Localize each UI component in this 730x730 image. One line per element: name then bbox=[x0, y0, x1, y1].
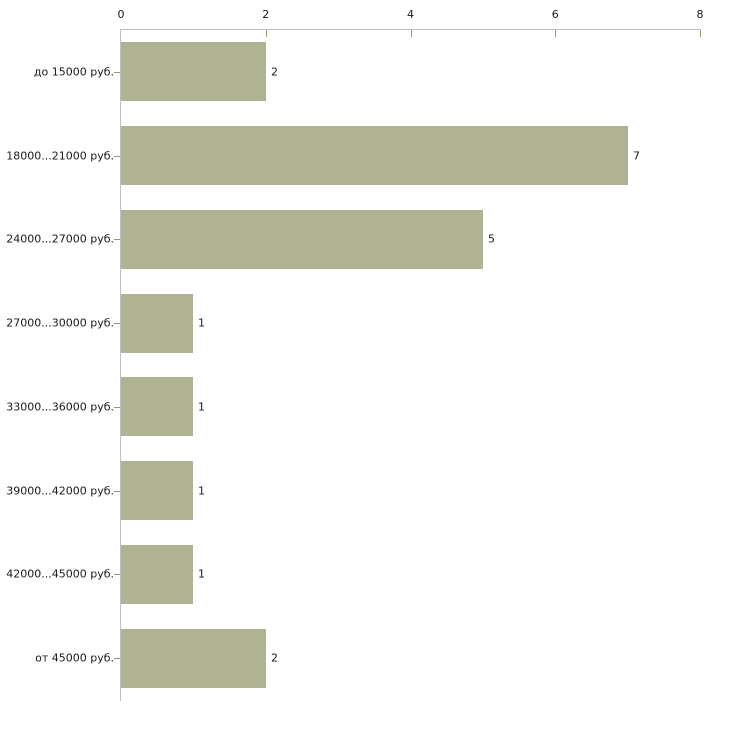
y-axis-tick-mark bbox=[114, 156, 120, 157]
x-axis-tick-label: 4 bbox=[407, 8, 414, 21]
bar-value-label: 2 bbox=[271, 65, 278, 79]
y-axis-tick-mark bbox=[114, 491, 120, 492]
x-axis-tick-label: 2 bbox=[262, 8, 270, 21]
bar-value-label: 7 bbox=[633, 149, 640, 163]
y-axis-tick-mark bbox=[114, 574, 120, 575]
category-label: 27000...30000 руб. bbox=[6, 316, 114, 330]
category-label: 39000...42000 руб. bbox=[6, 484, 114, 498]
y-axis-tick-mark bbox=[114, 658, 120, 659]
category-label: 24000...27000 руб. bbox=[6, 232, 114, 246]
bar-value-label: 5 bbox=[488, 232, 495, 246]
y-axis-tick-mark bbox=[114, 407, 120, 408]
x-axis-tick-mark bbox=[700, 30, 701, 37]
y-axis-tick-mark bbox=[114, 72, 120, 73]
bar[interactable] bbox=[121, 545, 193, 604]
category-label: 42000...45000 руб. bbox=[6, 567, 114, 581]
bar[interactable] bbox=[121, 461, 193, 520]
y-axis-line bbox=[120, 29, 121, 701]
bar[interactable] bbox=[121, 294, 193, 353]
x-axis-tick-mark bbox=[410, 30, 412, 37]
x-axis-tick-label: 0 bbox=[117, 8, 125, 21]
x-axis-line bbox=[121, 29, 701, 30]
bar-value-label: 1 bbox=[198, 316, 205, 330]
bar[interactable] bbox=[121, 126, 628, 185]
bar-value-label: 1 bbox=[198, 400, 205, 414]
x-axis-tick-mark bbox=[555, 30, 557, 37]
bar-value-label: 1 bbox=[198, 567, 205, 581]
category-label: до 15000 руб. bbox=[33, 65, 114, 79]
category-label: 33000...36000 руб. bbox=[6, 400, 114, 414]
bar[interactable] bbox=[121, 210, 483, 269]
y-axis-tick-mark bbox=[114, 323, 120, 324]
category-label: 18000...21000 руб. bbox=[6, 149, 114, 163]
bar[interactable] bbox=[121, 42, 266, 101]
x-axis-tick-label: 8 bbox=[696, 8, 704, 21]
bar[interactable] bbox=[121, 377, 193, 436]
bar-value-label: 1 bbox=[198, 484, 205, 498]
y-axis-tick-mark bbox=[114, 239, 120, 240]
bar-value-label: 2 bbox=[271, 651, 278, 665]
x-axis-tick-label: 6 bbox=[551, 8, 559, 21]
bar[interactable] bbox=[121, 629, 266, 688]
category-label: от 45000 руб. bbox=[35, 651, 114, 665]
x-axis-tick-mark bbox=[265, 30, 267, 37]
